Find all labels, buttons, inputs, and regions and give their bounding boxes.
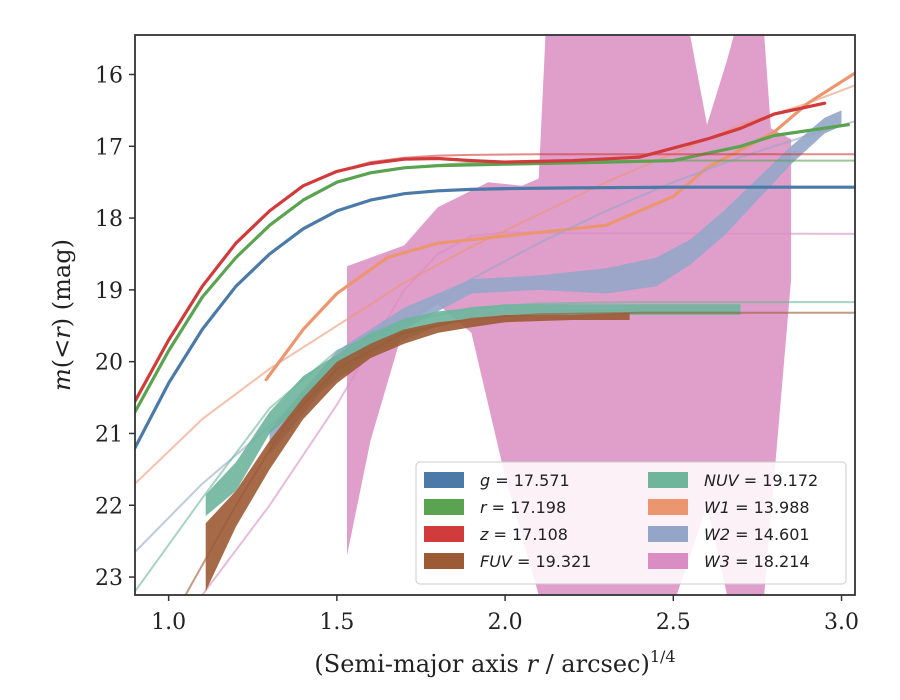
series-fuv bbox=[184, 311, 855, 595]
x-tick-label: 3.0 bbox=[824, 610, 859, 635]
x-tick-label: 1.0 bbox=[151, 610, 186, 635]
series-w1-data-line bbox=[264, 71, 855, 382]
y-tick-label: 19 bbox=[95, 279, 123, 304]
legend-swatch-w3 bbox=[648, 553, 688, 569]
x-tick-label: 2.5 bbox=[656, 610, 691, 635]
x-axis: 1.0 1.5 2.0 2.5 3.0 bbox=[151, 595, 859, 635]
series-w3-fit-line bbox=[201, 231, 855, 595]
legend-label-w2: W2 = 14.601 bbox=[704, 525, 810, 544]
x-tick-label: 1.5 bbox=[319, 610, 354, 635]
series-w1-fit-line bbox=[135, 84, 855, 485]
legend-swatch-g bbox=[424, 472, 464, 488]
legend-label-w1: W1 = 13.988 bbox=[704, 498, 810, 517]
series-g bbox=[135, 185, 855, 450]
series-z bbox=[135, 101, 855, 403]
series-w2-band bbox=[269, 110, 842, 456]
y-tick-label: 23 bbox=[95, 566, 123, 591]
y-tick-label: 17 bbox=[95, 135, 123, 160]
legend-swatch-fuv bbox=[424, 553, 464, 569]
legend-label-nuv: NUV = 19.172 bbox=[704, 471, 818, 490]
legend: g = 17.571 r = 17.198 z = 17.108 FUV = 19.3… bbox=[415, 461, 847, 585]
legend-swatch-r bbox=[424, 499, 464, 515]
legend-box bbox=[415, 461, 847, 585]
x-tick-label: 2.0 bbox=[488, 610, 523, 635]
axes-frame bbox=[134, 34, 856, 596]
series-nuv-fit-line bbox=[135, 301, 855, 592]
legend-swatch-nuv bbox=[648, 472, 688, 488]
y-tick-label: 18 bbox=[95, 207, 123, 232]
legend-label-fuv: FUV = 19.321 bbox=[480, 552, 591, 571]
y-axis: 16 17 18 19 20 21 22 23 bbox=[95, 63, 135, 591]
x-axis-label: (Semi-major axis r / arcsec)1/4 bbox=[314, 647, 675, 678]
series-w1 bbox=[135, 71, 855, 485]
legend-label-r: r = 17.198 bbox=[480, 498, 566, 517]
plot-area bbox=[135, 35, 855, 595]
y-tick-label: 21 bbox=[95, 422, 123, 447]
legend-label-g: g = 17.571 bbox=[480, 471, 570, 490]
y-tick-label: 16 bbox=[95, 63, 123, 88]
y-axis-label: m(<r) (mag) bbox=[48, 239, 76, 391]
y-tick-label: 22 bbox=[95, 494, 123, 519]
series-nuv bbox=[135, 301, 855, 592]
legend-swatch-w1 bbox=[648, 499, 688, 515]
series-fuv-fit-line bbox=[184, 311, 855, 595]
series-z-fit-line bbox=[135, 153, 855, 402]
series-g-fit-line bbox=[135, 186, 855, 449]
legend-label-z: z = 17.108 bbox=[479, 525, 568, 544]
y-tick-label: 20 bbox=[95, 351, 123, 376]
legend-swatch-w2 bbox=[648, 526, 688, 542]
legend-swatch-z bbox=[424, 526, 464, 542]
series-nuv-band bbox=[205, 304, 741, 516]
legend-label-w3: W3 = 18.214 bbox=[704, 552, 810, 571]
